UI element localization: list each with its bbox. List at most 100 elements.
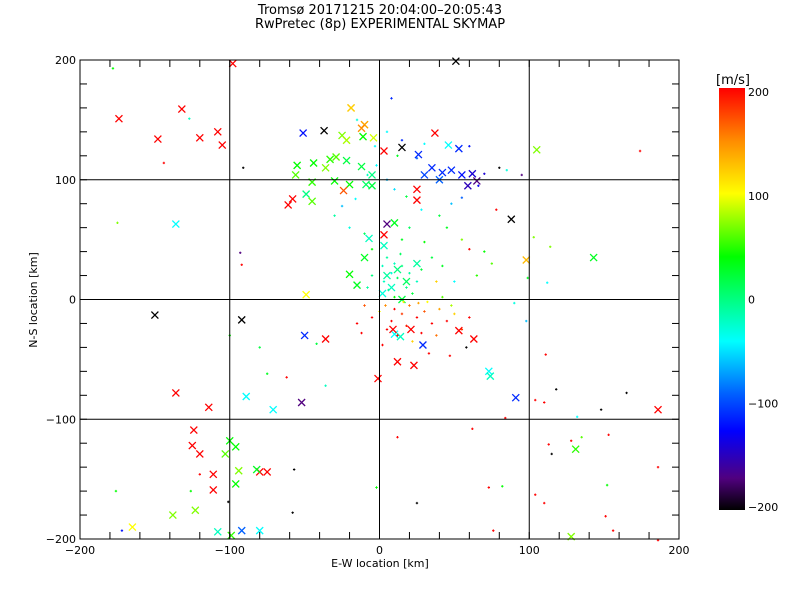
dot-marker	[417, 301, 420, 305]
dot-marker	[471, 427, 474, 431]
chart-subtitle: RwPretec (8p) EXPERIMENTAL SKYMAP	[255, 17, 505, 32]
scatter-marks	[111, 57, 662, 542]
dot-marker	[450, 304, 453, 307]
cross-marker	[532, 145, 541, 154]
cross-marker	[320, 126, 329, 135]
dot-marker	[460, 238, 464, 241]
dot-marker	[387, 288, 390, 292]
dot-marker	[555, 388, 558, 391]
dot-marker	[366, 286, 369, 289]
dot-marker	[423, 240, 426, 244]
axis-ticks	[80, 60, 679, 539]
dot-marker	[453, 312, 456, 316]
dot-marker	[450, 202, 453, 205]
x-tick-label: 0	[376, 544, 383, 557]
cross-marker	[342, 156, 351, 165]
dot-marker	[408, 271, 411, 275]
dot-marker	[547, 443, 550, 446]
dot-marker	[411, 340, 414, 343]
cross-marker	[302, 190, 311, 199]
dot-marker	[396, 276, 399, 280]
dot-marker	[604, 515, 607, 518]
cross-marker	[451, 57, 460, 66]
dot-marker	[420, 268, 423, 271]
dot-marker	[501, 485, 504, 488]
dot-marker	[460, 328, 464, 331]
dot-marker	[605, 483, 609, 487]
cross-marker	[231, 479, 240, 488]
cross-marker	[309, 159, 318, 167]
cross-marker	[263, 467, 272, 476]
dot-marker	[366, 173, 369, 177]
dot-marker	[375, 164, 378, 167]
dot-marker	[487, 486, 491, 489]
dot-marker	[420, 208, 423, 211]
cross-marker	[368, 171, 376, 179]
cross-marker	[204, 403, 213, 412]
dot-marker	[483, 172, 486, 175]
cross-marker	[427, 163, 436, 172]
colorbar-tick-label: −200	[748, 501, 778, 514]
cross-marker	[171, 220, 180, 229]
dot-marker	[415, 316, 419, 319]
dot-marker	[111, 67, 115, 70]
y-axis-label: N-S location [km]	[27, 252, 40, 348]
y-tick-label: 200	[55, 54, 76, 67]
dot-marker	[607, 433, 610, 437]
dot-marker	[483, 250, 486, 253]
cross-marker	[234, 466, 243, 475]
dot-marker	[396, 334, 399, 337]
dot-marker	[162, 161, 166, 165]
dot-marker	[543, 401, 546, 404]
dot-marker	[292, 468, 296, 471]
cross-marker	[393, 265, 402, 274]
dot-marker	[227, 500, 230, 504]
dot-marker	[390, 97, 393, 100]
dot-marker	[393, 262, 396, 265]
cross-marker	[472, 176, 481, 185]
cross-marker	[114, 114, 123, 123]
dot-marker	[408, 304, 411, 307]
cross-marker	[330, 176, 339, 185]
x-tick-label: 100	[519, 544, 540, 557]
dot-marker	[188, 117, 191, 120]
dot-marker	[363, 304, 366, 307]
cross-marker	[412, 196, 421, 205]
cross-marker	[468, 169, 477, 178]
cross-marker	[357, 162, 366, 171]
dot-marker	[468, 145, 471, 148]
dot-marker	[438, 214, 441, 217]
dot-marker	[360, 331, 363, 335]
dot-marker	[415, 156, 419, 160]
dot-marker	[370, 274, 374, 277]
cross-marker	[209, 470, 218, 479]
dot-marker	[382, 280, 386, 283]
cross-marker	[347, 103, 356, 112]
colorbar-tick-label: −100	[748, 397, 778, 410]
dot-marker	[396, 154, 399, 157]
cross-marker	[284, 200, 293, 209]
dot-marker	[426, 300, 429, 304]
dot-marker	[423, 142, 426, 146]
cross-marker	[342, 136, 351, 145]
cross-marker	[368, 181, 376, 190]
dot-marker	[625, 391, 628, 395]
cross-marker	[380, 147, 388, 155]
chart-title: Tromsø 20171215 20:04:00–20:05:43	[257, 3, 502, 18]
cross-marker	[326, 155, 335, 164]
cross-marker	[418, 341, 427, 349]
dot-marker	[393, 307, 396, 311]
cross-marker	[444, 141, 453, 149]
dot-marker	[415, 280, 419, 283]
cross-marker	[213, 127, 222, 136]
dot-marker	[445, 226, 449, 229]
tick-labels: −200 −100 0 100 200 −200 −100 0 100 200	[46, 54, 690, 557]
dot-marker	[492, 529, 495, 532]
colorbar-tick-label: 100	[748, 190, 769, 203]
dot-marker	[393, 295, 396, 299]
dot-marker	[656, 465, 660, 469]
cross-marker	[374, 374, 382, 383]
dot-marker	[393, 188, 396, 191]
cross-marker	[359, 132, 367, 141]
cross-marker	[420, 171, 429, 179]
